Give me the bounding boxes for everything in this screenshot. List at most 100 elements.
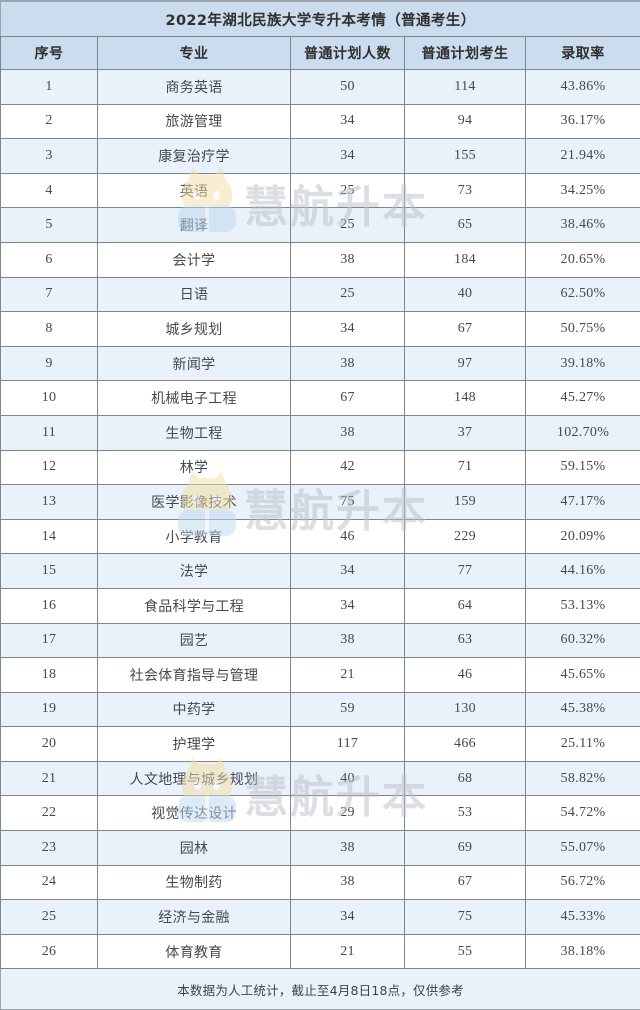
cell-plan: 34 xyxy=(291,104,405,139)
page-title: 2022年湖北民族大学专升本考情（普通考生） xyxy=(1,2,640,37)
cell-major: 翻译 xyxy=(98,208,291,243)
cell-candidates: 40 xyxy=(405,277,526,312)
cell-plan: 21 xyxy=(291,658,405,693)
cell-index: 15 xyxy=(1,554,98,589)
cell-candidates: 159 xyxy=(405,485,526,520)
cell-major: 经济与金融 xyxy=(98,900,291,935)
cell-admission-rate: 38.46% xyxy=(526,208,640,243)
cell-plan: 34 xyxy=(291,588,405,623)
cell-admission-rate: 21.94% xyxy=(526,139,640,174)
cell-index: 4 xyxy=(1,173,98,208)
cell-plan: 67 xyxy=(291,381,405,416)
cell-major: 中药学 xyxy=(98,692,291,727)
cell-candidates: 94 xyxy=(405,104,526,139)
cell-admission-rate: 39.18% xyxy=(526,346,640,381)
cell-plan: 59 xyxy=(291,692,405,727)
cell-plan: 25 xyxy=(291,277,405,312)
cell-major: 城乡规划 xyxy=(98,312,291,347)
cell-major: 食品科学与工程 xyxy=(98,588,291,623)
cell-index: 12 xyxy=(1,450,98,485)
cell-index: 2 xyxy=(1,104,98,139)
cell-candidates: 65 xyxy=(405,208,526,243)
cell-index: 25 xyxy=(1,900,98,935)
cell-major: 机械电子工程 xyxy=(98,381,291,416)
cell-candidates: 184 xyxy=(405,242,526,277)
cell-plan: 34 xyxy=(291,900,405,935)
cell-index: 17 xyxy=(1,623,98,658)
cell-major: 护理学 xyxy=(98,727,291,762)
cell-major: 园林 xyxy=(98,831,291,866)
cell-admission-rate: 45.33% xyxy=(526,900,640,935)
cell-index: 14 xyxy=(1,519,98,554)
cell-admission-rate: 20.09% xyxy=(526,519,640,554)
cell-major: 医学影像技术 xyxy=(98,485,291,520)
cell-major: 日语 xyxy=(98,277,291,312)
cell-major: 法学 xyxy=(98,554,291,589)
cell-index: 16 xyxy=(1,588,98,623)
cell-index: 23 xyxy=(1,831,98,866)
cell-candidates: 67 xyxy=(405,865,526,900)
cell-candidates: 67 xyxy=(405,312,526,347)
cell-index: 19 xyxy=(1,692,98,727)
cell-index: 3 xyxy=(1,139,98,174)
cell-admission-rate: 44.16% xyxy=(526,554,640,589)
cell-index: 8 xyxy=(1,312,98,347)
column-header-major: 专业 xyxy=(98,37,291,70)
cell-admission-rate: 55.07% xyxy=(526,831,640,866)
cell-index: 7 xyxy=(1,277,98,312)
cell-admission-rate: 47.17% xyxy=(526,485,640,520)
cell-major: 体育教育 xyxy=(98,934,291,969)
cell-plan: 42 xyxy=(291,450,405,485)
cell-major: 园艺 xyxy=(98,623,291,658)
cell-index: 22 xyxy=(1,796,98,831)
table-title-row: 2022年湖北民族大学专升本考情（普通考生） xyxy=(1,2,640,37)
cell-plan: 38 xyxy=(291,346,405,381)
footnote-text: 本数据为人工统计，截止至4月8日18点，仅供参考 xyxy=(1,969,640,1010)
cell-plan: 29 xyxy=(291,796,405,831)
cell-index: 20 xyxy=(1,727,98,762)
cell-index: 1 xyxy=(1,70,98,105)
cell-major: 康复治疗学 xyxy=(98,139,291,174)
cell-admission-rate: 54.72% xyxy=(526,796,640,831)
cell-admission-rate: 45.65% xyxy=(526,658,640,693)
cell-major: 小学教育 xyxy=(98,519,291,554)
cell-admission-rate: 62.50% xyxy=(526,277,640,312)
cell-candidates: 73 xyxy=(405,173,526,208)
table-footnote-row: 本数据为人工统计，截止至4月8日18点，仅供参考 xyxy=(1,969,640,1010)
cell-candidates: 97 xyxy=(405,346,526,381)
cell-major: 林学 xyxy=(98,450,291,485)
cell-major: 会计学 xyxy=(98,242,291,277)
cell-index: 26 xyxy=(1,934,98,969)
cell-admission-rate: 50.75% xyxy=(526,312,640,347)
cell-index: 21 xyxy=(1,761,98,796)
cell-plan: 34 xyxy=(291,312,405,347)
cell-candidates: 148 xyxy=(405,381,526,416)
cell-major: 英语 xyxy=(98,173,291,208)
cell-admission-rate: 58.82% xyxy=(526,761,640,796)
table-header-row: 序号 专业 普通计划人数 普通计划考生 录取率 xyxy=(1,37,640,70)
cell-candidates: 71 xyxy=(405,450,526,485)
cell-plan: 21 xyxy=(291,934,405,969)
cell-admission-rate: 45.38% xyxy=(526,692,640,727)
cell-candidates: 46 xyxy=(405,658,526,693)
cell-index: 13 xyxy=(1,485,98,520)
cell-plan: 38 xyxy=(291,865,405,900)
cell-candidates: 155 xyxy=(405,139,526,174)
cell-candidates: 55 xyxy=(405,934,526,969)
